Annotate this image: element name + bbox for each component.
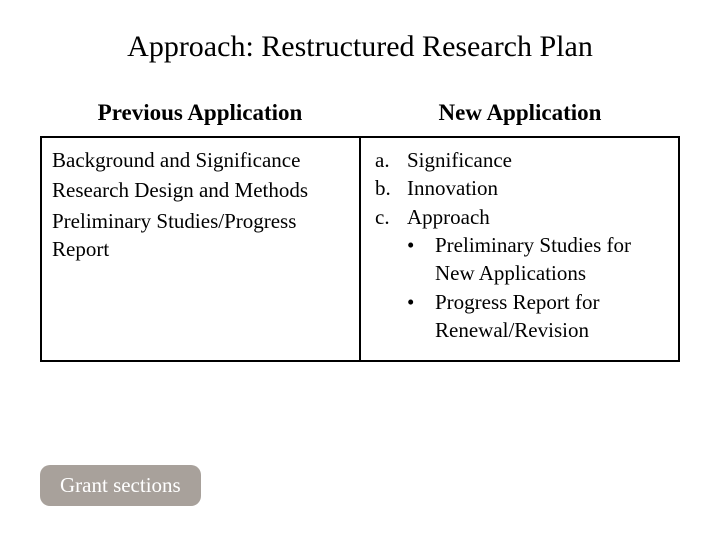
comparison-box: Background and Significance Research Des… xyxy=(40,136,680,362)
list-text: Progress Report for Renewal/Revision xyxy=(435,288,668,345)
list-item: • Preliminary Studies for New Applicatio… xyxy=(407,231,668,288)
bullet-icon: • xyxy=(407,288,419,345)
list-item: c. Approach xyxy=(375,203,668,231)
list-text: Preliminary Studies for New Applications xyxy=(435,231,668,288)
list-item: • Progress Report for Renewal/Revision xyxy=(407,288,668,345)
slide-title: Approach: Restructured Research Plan xyxy=(40,30,680,64)
list-item: b. Innovation xyxy=(375,174,668,202)
previous-application-column: Background and Significance Research Des… xyxy=(42,138,361,360)
new-application-column: a. Significance b. Innovation c. Approac… xyxy=(361,138,678,360)
section-badge: Grant sections xyxy=(40,465,201,506)
ordered-list: a. Significance b. Innovation c. Approac… xyxy=(371,146,668,231)
right-column-header: New Application xyxy=(360,100,680,126)
list-item: a. Significance xyxy=(375,146,668,174)
list-item: Background and Significance xyxy=(52,146,349,174)
sub-bullet-list: • Preliminary Studies for New Applicatio… xyxy=(371,231,668,344)
list-text: Innovation xyxy=(407,174,498,202)
list-marker: c. xyxy=(375,203,395,231)
list-text: Significance xyxy=(407,146,512,174)
list-item: Research Design and Methods xyxy=(52,176,349,204)
left-column-header: Previous Application xyxy=(40,100,360,126)
list-marker: a. xyxy=(375,146,395,174)
slide-container: Approach: Restructured Research Plan Pre… xyxy=(0,0,720,540)
column-headers: Previous Application New Application xyxy=(40,100,680,126)
list-text: Approach xyxy=(407,203,490,231)
list-item: Preliminary Studies/Progress Report xyxy=(52,207,349,264)
list-marker: b. xyxy=(375,174,395,202)
bullet-icon: • xyxy=(407,231,419,288)
